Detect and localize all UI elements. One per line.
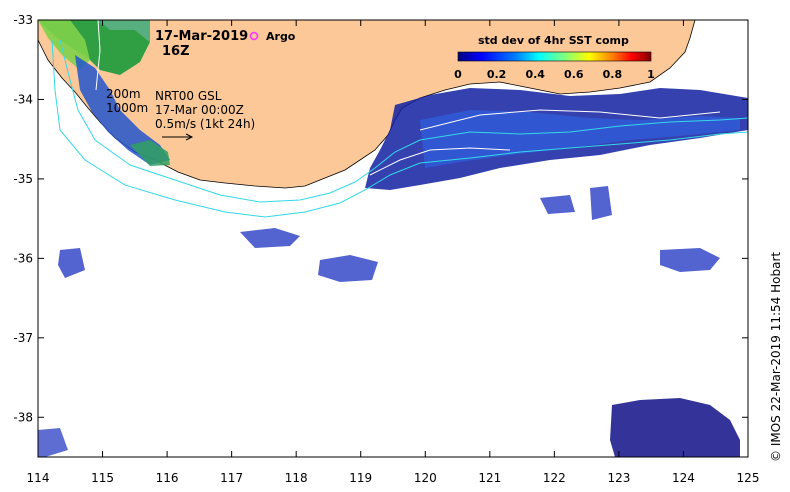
current-streamline [95, 20, 101, 91]
lon-tick-label: 124 [672, 471, 695, 485]
sst-swath [58, 248, 85, 278]
lon-tick-label: 123 [607, 471, 630, 485]
isobath-1000m-label: 1000m [106, 101, 148, 115]
colorbar-tick-label: 0.8 [603, 68, 623, 81]
argo-marker-icon [249, 31, 259, 41]
sst-swath [540, 195, 575, 214]
lat-tick-label: -36 [13, 251, 33, 265]
latitude-axis: -33 -34 -35 -36 -37 -38 [13, 13, 748, 424]
colorbar-tick-label: 1 [647, 68, 655, 81]
lon-tick-label: 120 [414, 471, 437, 485]
lon-tick-label: 125 [737, 471, 760, 485]
sst-swath [660, 248, 720, 272]
coastal-water-patch [130, 140, 170, 166]
sst-swath [590, 186, 612, 220]
lon-tick-label: 116 [156, 471, 179, 485]
current-streamline [369, 147, 511, 176]
imos-credit: © IMOS 22-Mar-2019 11:54 Hobart [769, 252, 783, 462]
lat-tick-label: -37 [13, 331, 33, 345]
lat-tick-label: -33 [13, 13, 33, 27]
colorbar-tick-label: 0.6 [564, 68, 584, 81]
lon-tick-label: 115 [91, 471, 114, 485]
colorbar-tick-label: 0 [454, 68, 462, 81]
colorbar-tick-label: 0.4 [525, 68, 545, 81]
coastal-water-patch [95, 20, 150, 42]
isobath-200m-label: 200m [106, 87, 141, 101]
isobath-200m [59, 39, 748, 203]
map-frame [37, 19, 749, 458]
lat-tick-label: -38 [13, 410, 33, 424]
lon-tick-label: 119 [349, 471, 372, 485]
current-source-label: NRT00 GSL [155, 89, 222, 103]
colorbar: std dev of 4hr SST comp 0 0.2 0.4 0.6 0.8 1 [454, 34, 655, 81]
vector-scale-label: 0.5m/s (1kt 24h) [155, 117, 255, 131]
sst-swath [38, 428, 68, 457]
sst-swath [318, 255, 378, 282]
lat-tick-label: -35 [13, 172, 33, 186]
colorbar-title: std dev of 4hr SST comp [478, 34, 629, 47]
longitude-axis: 114 115 116 117 118 119 120 121 122 123 124 125 [27, 20, 760, 485]
map-time: 16Z [162, 44, 190, 59]
lon-tick-label: 122 [543, 471, 566, 485]
current-streamline [419, 109, 721, 131]
sst-swath [420, 110, 740, 168]
lon-tick-label: 118 [285, 471, 308, 485]
lon-tick-label: 121 [478, 471, 501, 485]
current-time-label: 17-Mar 00:00Z [155, 103, 244, 117]
sst-swath [240, 228, 300, 248]
colorbar-gradient [457, 51, 652, 62]
coastal-water-patch [75, 55, 170, 165]
isobath-1000m [51, 39, 748, 218]
vector-scale-arrow [162, 133, 194, 141]
map-date: 17-Mar-2019 [155, 29, 248, 44]
colorbar-tick-label: 0.2 [487, 68, 507, 81]
sst-swath [610, 398, 740, 457]
argo-label: Argo [266, 30, 296, 43]
argo-legend: Argo [249, 30, 296, 43]
lat-tick-label: -34 [13, 92, 33, 106]
lon-tick-label: 114 [27, 471, 50, 485]
lon-tick-label: 117 [220, 471, 243, 485]
